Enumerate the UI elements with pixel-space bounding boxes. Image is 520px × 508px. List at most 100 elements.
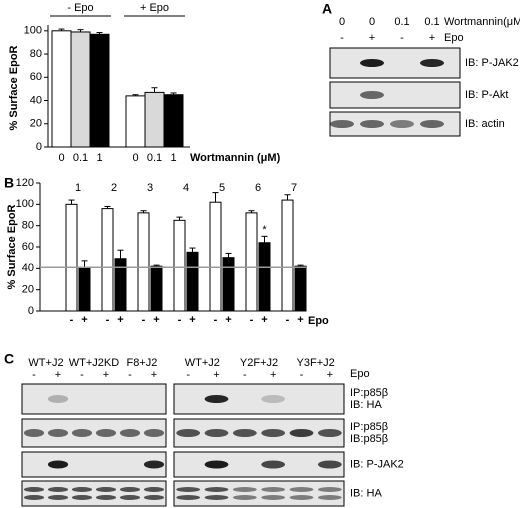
blot-box xyxy=(173,418,345,448)
band xyxy=(317,460,342,469)
x-tick-label: - xyxy=(178,314,182,326)
lane-sign: - xyxy=(400,32,404,44)
bar xyxy=(245,212,258,312)
band xyxy=(204,429,229,437)
band xyxy=(317,495,342,500)
lane-sign: - xyxy=(32,369,36,381)
bar xyxy=(144,91,165,148)
bar xyxy=(294,265,307,312)
band xyxy=(176,487,201,492)
band xyxy=(47,429,69,437)
lane-label: WT+J2KD xyxy=(69,357,119,369)
category-label: 3 xyxy=(147,182,153,194)
lane-sign: + xyxy=(55,369,61,381)
lane-sign: - xyxy=(243,369,247,381)
x-tick-label: 0.1 xyxy=(73,152,88,164)
x-tick-label: 0 xyxy=(132,152,138,164)
x-tick-label: 0.1 xyxy=(147,152,162,164)
bar xyxy=(222,257,235,312)
lane-sign: - xyxy=(186,369,190,381)
band xyxy=(204,495,229,500)
band xyxy=(232,429,257,437)
x-axis-label: Wortmannin (μM) xyxy=(190,152,281,164)
x-tick-label: - xyxy=(142,314,146,326)
blot-box xyxy=(21,383,167,415)
band xyxy=(330,120,354,128)
band xyxy=(232,495,257,500)
band xyxy=(204,487,229,492)
bar xyxy=(209,201,222,312)
row-header: Wortmannin(μM) xyxy=(444,16,520,28)
x-axis-label: Epo xyxy=(308,315,329,327)
blot-box xyxy=(21,480,167,507)
x-tick-label: - xyxy=(70,314,74,326)
bar xyxy=(186,251,199,312)
lane-sign: - xyxy=(340,32,344,44)
band xyxy=(95,487,117,492)
band xyxy=(289,495,314,500)
lane-sign: + xyxy=(151,369,157,381)
lane-sign: - xyxy=(128,369,132,381)
lane-label: F8+J2 xyxy=(127,357,158,369)
panel-label: A xyxy=(322,1,332,17)
bar xyxy=(51,30,72,148)
band xyxy=(71,487,93,492)
category-label: 6 xyxy=(255,182,261,194)
band xyxy=(360,59,384,67)
group-label: + Epo xyxy=(140,2,169,14)
y-tick-label: 20 xyxy=(30,118,42,130)
band xyxy=(261,495,286,500)
y-tick-label: 20 xyxy=(22,284,34,296)
bar xyxy=(281,199,294,312)
band xyxy=(261,460,286,469)
band xyxy=(143,495,165,500)
band xyxy=(47,487,69,492)
lane-label: WT+J2 xyxy=(185,357,220,369)
blot-box xyxy=(173,383,345,415)
x-tick-label: - xyxy=(286,314,290,326)
band xyxy=(143,429,165,437)
row-header: Epo xyxy=(350,368,370,380)
y-axis-label: % Surface EpoR xyxy=(6,204,18,289)
bar xyxy=(150,265,163,312)
bar xyxy=(78,267,91,312)
band xyxy=(420,59,444,67)
band xyxy=(119,495,141,500)
band xyxy=(23,429,45,437)
x-tick-label: + xyxy=(117,314,123,326)
lane-label: 0 xyxy=(369,16,375,28)
band xyxy=(71,495,93,500)
x-tick-label: + xyxy=(225,314,231,326)
lane-label: WT+J2 xyxy=(28,357,63,369)
band xyxy=(232,487,257,492)
band xyxy=(360,120,384,128)
x-tick-label: - xyxy=(106,314,110,326)
band xyxy=(420,120,444,128)
x-tick-label: 1 xyxy=(170,152,176,164)
y-tick-label: 60 xyxy=(22,241,34,253)
x-tick-label: 0 xyxy=(58,152,64,164)
x-tick-label: + xyxy=(81,314,87,326)
group-label: - Epo xyxy=(67,2,93,14)
blot-box xyxy=(21,418,167,448)
band xyxy=(119,429,141,437)
y-axis-label: % Surface EpoR xyxy=(8,45,20,130)
band xyxy=(47,495,69,500)
bar xyxy=(101,208,114,312)
lane-sign: - xyxy=(80,369,84,381)
band xyxy=(95,429,117,437)
band xyxy=(176,429,201,437)
row-label: IB: P-JAK2 xyxy=(350,458,404,470)
band xyxy=(95,495,117,500)
row-label: IP:p85β xyxy=(350,387,388,399)
y-tick-label: 40 xyxy=(30,94,42,106)
blot-box xyxy=(173,451,345,478)
bar xyxy=(163,94,184,148)
row-label: IB: actin xyxy=(465,118,505,130)
row-label: IB: P-Akt xyxy=(465,89,508,101)
bar xyxy=(258,242,271,312)
band xyxy=(317,487,342,492)
lane-sign: - xyxy=(300,369,304,381)
band xyxy=(317,429,342,437)
lane-sign: + xyxy=(103,369,109,381)
